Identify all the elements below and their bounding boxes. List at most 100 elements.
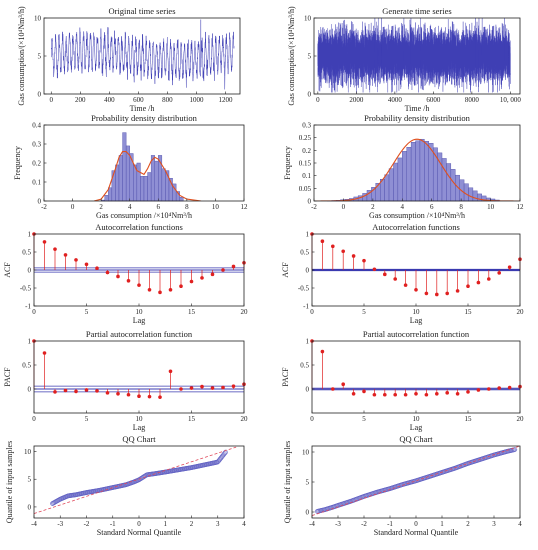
- stem-marker: [372, 392, 377, 397]
- y-tick-label: 0.2: [32, 160, 41, 168]
- stem-marker: [445, 391, 450, 395]
- y-tick-label: 5: [28, 476, 32, 484]
- plot-frame: [33, 340, 245, 414]
- stem-marker: [403, 283, 408, 287]
- y-tick-label: 0.5: [22, 362, 31, 370]
- x-tick-label: -2: [311, 203, 317, 211]
- stem-marker: [466, 390, 470, 394]
- hist-bar: [402, 151, 407, 202]
- x-tick-label: -2: [84, 520, 90, 528]
- stem-marker: [362, 258, 366, 263]
- x-tick-label: 6: [157, 203, 161, 211]
- hist-bar: [136, 162, 141, 202]
- x-tick-label: 6: [430, 203, 434, 211]
- x-tick-label: 4: [518, 520, 522, 528]
- x-tick-label: 600: [133, 96, 144, 104]
- x-tick-label: 10: [487, 203, 495, 211]
- x-tick-label: 3: [216, 520, 220, 528]
- x-tick-label: 10: [413, 415, 421, 423]
- y-tick-label: 0: [308, 91, 312, 99]
- stem-marker: [455, 392, 460, 396]
- y-tick-label: 5: [38, 53, 42, 61]
- stem-marker: [331, 244, 335, 249]
- x-tick-label: 8000: [465, 96, 480, 104]
- x-tick-label: 0: [32, 415, 36, 423]
- x-tick-label: 5: [85, 415, 89, 423]
- hist-bar: [463, 183, 469, 202]
- stem-marker: [497, 271, 502, 275]
- stem-marker: [341, 249, 346, 254]
- chart-title: Autocorrelation functions: [372, 222, 460, 232]
- stem-marker: [231, 384, 236, 388]
- qq-point: [221, 451, 227, 457]
- chart-title: Generate time series: [382, 6, 451, 16]
- y-tick-label: 10: [304, 15, 312, 23]
- stem-marker: [393, 277, 398, 281]
- hist-bar: [179, 196, 184, 202]
- stem-marker: [168, 288, 173, 292]
- x-tick-label: 12: [517, 203, 525, 211]
- stem-marker: [126, 392, 131, 397]
- hist-bar: [419, 138, 425, 202]
- stem-marker: [168, 369, 173, 374]
- reference-line: [34, 446, 237, 514]
- stem-marker: [487, 277, 491, 281]
- x-tick-label: 0: [316, 96, 320, 104]
- stem-marker: [53, 247, 57, 251]
- y-tick-label: 0.5: [300, 362, 309, 370]
- y-tick-label: 0: [308, 198, 312, 206]
- y-axis-label: PACF: [281, 367, 290, 387]
- x-tick-label: 0: [50, 96, 54, 104]
- x-tick-label: 15: [465, 415, 473, 423]
- stem-marker: [435, 292, 439, 297]
- x-tick-label: 15: [465, 308, 473, 316]
- stem-marker: [189, 386, 194, 390]
- x-tick-label: 1000: [189, 96, 204, 104]
- x-tick-label: 20: [517, 415, 525, 423]
- y-axis-label: ACF: [281, 262, 290, 278]
- stem-marker: [179, 284, 183, 289]
- y-axis-label: PACF: [3, 367, 12, 387]
- y-tick-label: 5: [306, 479, 310, 487]
- hist-bar: [115, 164, 120, 202]
- hist-bar: [140, 176, 145, 202]
- x-tick-label: 8: [459, 203, 463, 211]
- stem-marker: [84, 388, 89, 392]
- chart-title: Probability density distribution: [91, 113, 198, 123]
- chart-title: Probability density distribution: [364, 113, 471, 123]
- stem-marker: [320, 239, 325, 243]
- stem-marker: [95, 389, 99, 393]
- x-tick-label: 20: [517, 308, 525, 316]
- hist-bar: [410, 142, 416, 202]
- stem-marker: [137, 283, 141, 287]
- x-tick-label: 4: [128, 203, 132, 211]
- y-tick-label: -0.5: [20, 285, 32, 293]
- stem-marker: [221, 268, 225, 272]
- stem-marker: [424, 291, 429, 296]
- y-tick-label: 0: [306, 267, 310, 275]
- y-axis-label: Quantile of input samples: [5, 441, 14, 523]
- chart-title: Partial autocorrelation function: [363, 329, 470, 339]
- stem-marker: [189, 279, 194, 284]
- stem-marker: [351, 392, 356, 396]
- x-axis-label: Standard Normal Quantile: [97, 528, 182, 537]
- stem-marker: [507, 265, 512, 269]
- hist-bar: [450, 169, 456, 202]
- x-tick-label: 1: [164, 520, 168, 528]
- stem-marker: [147, 288, 152, 292]
- y-axis-label: Gas consumption/(×10⁴Nm³/h): [17, 6, 26, 106]
- x-tick-label: 800: [162, 96, 173, 104]
- stem-marker: [158, 395, 162, 399]
- qq-point: [512, 447, 518, 452]
- stem-marker: [105, 270, 110, 275]
- y-tick-label: 0: [306, 509, 310, 517]
- stem-marker: [320, 349, 325, 354]
- stem-marker: [126, 279, 131, 283]
- x-tick-label: -4: [31, 520, 37, 528]
- x-tick-label: 10: [413, 308, 421, 316]
- y-tick-label: 0.1: [32, 179, 41, 187]
- y-tick-label: 0.15: [299, 160, 312, 168]
